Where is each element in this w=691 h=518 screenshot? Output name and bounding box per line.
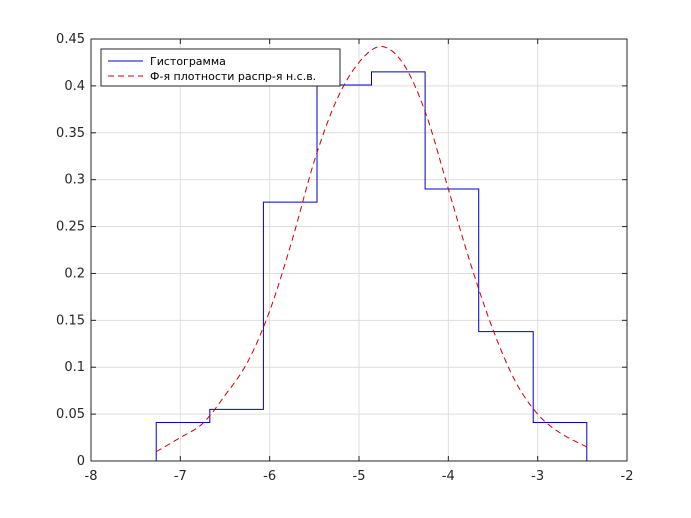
- legend: Гистограмма Ф-я плотности распр-я н.с.в.: [100, 48, 341, 87]
- y-tick-label: 0.1: [64, 360, 85, 375]
- legend-box: [100, 48, 341, 87]
- axis-ticks: [90, 38, 628, 462]
- legend-label-density: Ф-я плотности распр-я н.с.в.: [150, 70, 316, 83]
- x-tick-label: -2: [621, 469, 634, 484]
- x-tick-label: -3: [531, 469, 544, 484]
- y-tick-label: 0.25: [56, 220, 85, 235]
- x-tick-label: -5: [353, 469, 366, 484]
- x-tick-label: -4: [442, 469, 455, 484]
- x-tick-label: -6: [263, 469, 276, 484]
- y-tick-label: 0.2: [64, 266, 85, 281]
- x-tick-label: -8: [85, 469, 98, 484]
- x-tick-labels: -8 -7 -6 -5 -4 -3 -2: [85, 469, 634, 484]
- y-tick-label: 0.4: [64, 79, 85, 94]
- y-tick-labels: 0 0.05 0.1 0.15 0.2 0.25 0.3 0.35 0.4 0.45: [56, 32, 85, 469]
- x-tick-label: -7: [174, 469, 187, 484]
- y-tick-label: 0.05: [56, 407, 85, 422]
- plot-area: -8 -7 -6 -5 -4 -3 -2 0 0.05 0.1 0.15 0.2 0.25 0.3 0.3…: [56, 32, 633, 484]
- y-tick-label: 0.15: [56, 313, 85, 328]
- density-series-line: [155, 46, 588, 453]
- y-tick-label: 0.3: [64, 173, 85, 188]
- histogram-series-line: [155, 71, 588, 461]
- y-tick-label: 0: [77, 454, 85, 469]
- y-tick-label: 0.35: [56, 126, 85, 141]
- legend-label-histogram: Гистограмма: [150, 55, 226, 68]
- series-layer: [155, 46, 588, 461]
- y-tick-label: 0.45: [56, 32, 85, 47]
